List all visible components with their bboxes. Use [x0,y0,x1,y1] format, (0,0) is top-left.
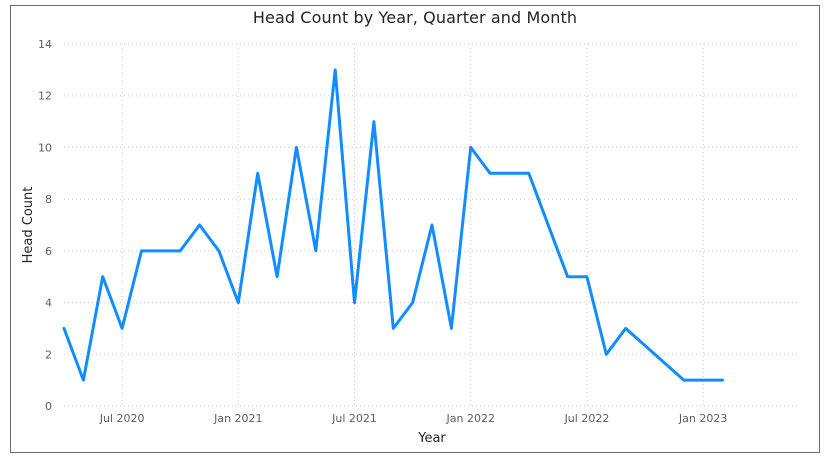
y-tick-label: 0 [45,400,52,413]
x-gridlines [121,44,704,406]
x-tick-label: Jul 2020 [99,412,145,425]
y-tick-label: 6 [45,245,52,258]
chart-frame [10,5,820,453]
y-axis-title: Head Count [21,187,36,264]
x-tick-label: Jul 2022 [564,412,610,425]
y-tick-label: 8 [45,193,52,206]
series-line-head-count [62,68,724,382]
y-axis-ticks: 0 2 4 6 8 10 12 14 [38,38,52,413]
x-tick-label: Jan 2022 [446,412,495,425]
x-axis-title: Year [417,431,446,446]
y-tick-label: 12 [38,90,52,103]
y-tick-label: 2 [45,348,52,361]
y-tick-label: 14 [38,38,52,51]
y-tick-label: 4 [45,297,52,310]
x-tick-label: Jan 2021 [213,412,262,425]
x-axis-ticks: Jul 2020 Jan 2021 Jul 2021 Jan 2022 Jul 2022… [99,412,728,425]
y-gridlines [64,43,800,407]
x-tick-label: Jan 2023 [678,412,727,425]
chart-title: Head Count by Year, Quarter and Month [252,8,578,27]
x-tick-label: Jul 2021 [331,412,377,425]
y-tick-label: 10 [38,141,52,154]
